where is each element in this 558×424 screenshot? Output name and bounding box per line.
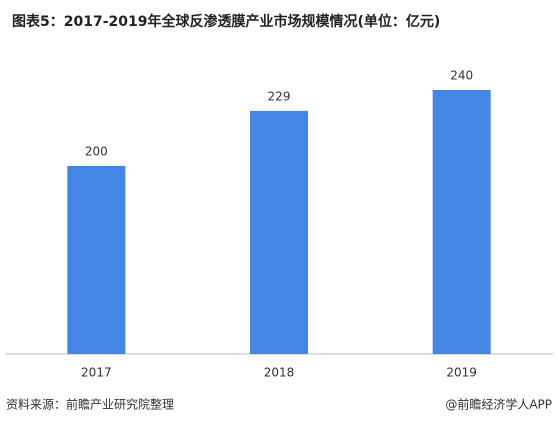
- bar: [250, 110, 308, 355]
- x-tick-label: 2018: [264, 366, 295, 380]
- chart-title: 图表5：2017-2019年全球反渗透膜产业市场规模情况(单位：亿元): [12, 13, 440, 30]
- bar: [432, 90, 491, 354]
- bar: [67, 166, 126, 354]
- source-note: 资料来源：前瞻产业研究院整理: [6, 397, 174, 412]
- data-label: 240: [450, 69, 473, 83]
- x-tick-label: 2017: [81, 366, 112, 380]
- x-tick-label: 2019: [446, 366, 477, 380]
- data-label: 200: [85, 145, 108, 159]
- data-label: 229: [268, 89, 291, 103]
- credit: @前瞻经济学人APP: [445, 397, 552, 412]
